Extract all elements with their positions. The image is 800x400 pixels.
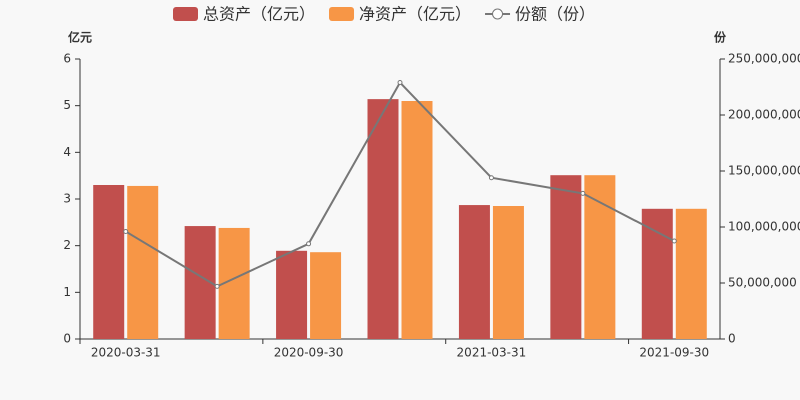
y-tick-label: 6 (63, 52, 71, 66)
x-tick-label: 2021-09-30 (639, 346, 709, 360)
legend-label: 总资产（亿元） (203, 5, 315, 24)
bar (276, 250, 308, 339)
line-point (397, 80, 403, 86)
y-tick-label: 5 (63, 98, 71, 112)
y-tick-label: 0 (63, 332, 71, 346)
line-point (488, 175, 494, 181)
bar (458, 205, 490, 339)
bar (93, 185, 125, 339)
line-point (671, 238, 677, 244)
y2-tick-label: 0 (728, 332, 736, 346)
line-point (214, 283, 220, 289)
bar (310, 252, 342, 339)
y-tick-label: 2 (63, 238, 71, 252)
y-axis-label: 亿元 (68, 30, 92, 45)
legend-label: 净资产（亿元） (359, 5, 471, 24)
line-point (580, 190, 586, 196)
legend: 总资产（亿元） 净资产（亿元） 份额（份） (173, 5, 595, 24)
y2-tick-label: 250,000,000 (728, 52, 800, 66)
bar (367, 99, 399, 339)
bar (675, 208, 707, 339)
bar (584, 175, 616, 339)
bar (550, 175, 582, 339)
bar (492, 206, 524, 339)
y2-tick-label: 100,000,000 (728, 220, 800, 234)
y2-axis-label: 份 (714, 30, 727, 45)
legend-icon (173, 7, 198, 21)
y2-tick-label: 150,000,000 (728, 164, 800, 178)
y2-tick-label: 50,000,000 (728, 276, 797, 290)
x-tick-label: 2021-03-31 (457, 346, 527, 360)
y-tick-label: 3 (63, 192, 71, 206)
y-tick-label: 1 (63, 285, 71, 299)
legend-label: 份额（份） (515, 5, 595, 24)
y2-tick-label: 200,000,000 (728, 108, 800, 122)
legend-icon (329, 7, 355, 21)
legend-icon (492, 8, 504, 20)
bar (401, 101, 433, 339)
bar (641, 208, 673, 339)
bar (127, 185, 159, 339)
line-point (306, 241, 312, 247)
y-tick-label: 4 (63, 145, 71, 159)
line-point (123, 228, 129, 234)
x-tick-label: 2020-03-31 (91, 346, 161, 360)
x-tick-label: 2020-09-30 (274, 346, 344, 360)
